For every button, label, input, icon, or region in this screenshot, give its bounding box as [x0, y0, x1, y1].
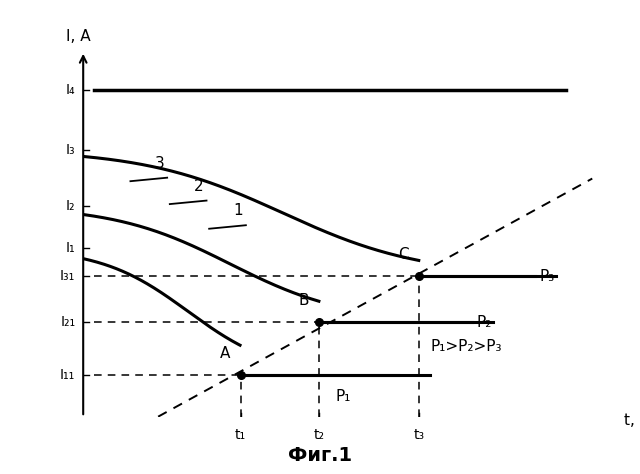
Text: I₂₁: I₂₁ — [60, 315, 76, 329]
Text: P₂: P₂ — [477, 315, 492, 329]
Text: P₃: P₃ — [540, 269, 555, 284]
Text: 3: 3 — [154, 155, 164, 171]
Text: 1: 1 — [233, 203, 243, 218]
Text: 2: 2 — [194, 179, 204, 193]
Text: C: C — [398, 247, 409, 262]
Text: B: B — [298, 293, 309, 308]
Text: t, сек: t, сек — [624, 413, 640, 428]
Text: I, А: I, А — [66, 29, 90, 44]
Text: t₁: t₁ — [235, 428, 246, 442]
Text: I₁₁: I₁₁ — [60, 368, 76, 382]
Text: t₂: t₂ — [314, 428, 325, 442]
Text: t₃: t₃ — [413, 428, 424, 442]
Text: I₁: I₁ — [66, 241, 76, 255]
Text: I₃₁: I₃₁ — [60, 269, 76, 283]
Text: P₁>P₂>P₃: P₁>P₂>P₃ — [431, 339, 502, 354]
Text: Фиг.1: Фиг.1 — [288, 446, 352, 465]
Text: A: A — [220, 346, 230, 361]
Text: I₃: I₃ — [66, 143, 76, 156]
Text: I₂: I₂ — [66, 199, 76, 213]
Text: P₁: P₁ — [335, 389, 351, 404]
Text: I₄: I₄ — [66, 82, 76, 97]
